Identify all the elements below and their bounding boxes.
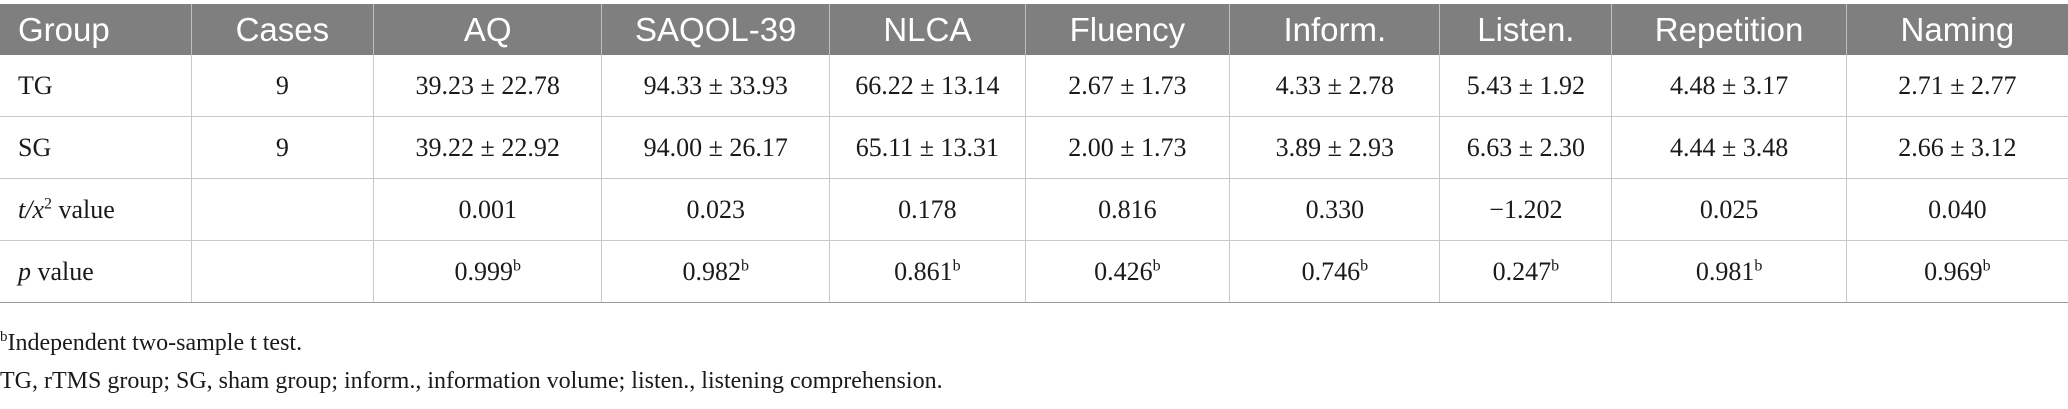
cell-nlca: 65.11 ± 13.31 <box>829 116 1025 179</box>
cell-naming: 2.66 ± 3.12 <box>1845 116 2068 179</box>
p-cell-fluency: 0.426b <box>1024 240 1230 303</box>
cell-nlca: 66.22 ± 13.14 <box>829 55 1025 117</box>
cell-inform: 3.89 ± 2.93 <box>1229 116 1440 179</box>
p-cell-saqol: 0.982b <box>601 240 830 303</box>
results-table: Group Cases AQ SAQOL-39 NLCA Fluency Inf… <box>0 4 2068 303</box>
header-cases: Cases <box>190 4 374 55</box>
abbreviations-note: TG, rTMS group; SG, sham group; inform.,… <box>0 368 943 394</box>
cell-listen: 6.63 ± 2.30 <box>1439 116 1612 179</box>
cell-group: SG <box>0 116 192 179</box>
t-cell-saqol: 0.023 <box>601 178 830 241</box>
p-cell-nlca: 0.861b <box>829 240 1025 303</box>
t-cell-inform: 0.330 <box>1229 178 1440 241</box>
header-group: Group <box>0 4 192 55</box>
header-naming: Naming <box>1845 4 2068 55</box>
table-row-p-value: p value 0.999b 0.982b 0.861b 0.426b 0.74… <box>0 240 2068 303</box>
header-row: Group Cases AQ SAQOL-39 NLCA Fluency Inf… <box>0 4 2068 55</box>
header-listen: Listen. <box>1439 4 1612 55</box>
cell-fluency: 2.67 ± 1.73 <box>1024 55 1230 117</box>
p-cell-inform: 0.746b <box>1229 240 1440 303</box>
p-cell-naming: 0.969b <box>1845 240 2068 303</box>
cell-empty <box>190 240 374 303</box>
header-saqol: SAQOL-39 <box>601 4 830 55</box>
p-value-label: p value <box>0 240 192 303</box>
cell-repetition: 4.44 ± 3.48 <box>1611 116 1847 179</box>
cell-aq: 39.23 ± 22.78 <box>373 55 602 117</box>
t-cell-listen: −1.202 <box>1439 178 1612 241</box>
cell-listen: 5.43 ± 1.92 <box>1439 55 1612 117</box>
cell-naming: 2.71 ± 2.77 <box>1845 55 2068 117</box>
header-nlca: NLCA <box>829 4 1025 55</box>
p-cell-aq: 0.999b <box>373 240 602 303</box>
cell-inform: 4.33 ± 2.78 <box>1229 55 1440 117</box>
cell-cases: 9 <box>190 55 374 117</box>
table-row-t-value: t/x2 value 0.001 0.023 0.178 0.816 0.330… <box>0 178 2068 241</box>
cell-group: TG <box>0 55 192 117</box>
cell-fluency: 2.00 ± 1.73 <box>1024 116 1230 179</box>
t-cell-fluency: 0.816 <box>1024 178 1230 241</box>
p-cell-listen: 0.247b <box>1439 240 1612 303</box>
cell-aq: 39.22 ± 22.92 <box>373 116 602 179</box>
cell-cases: 9 <box>190 116 374 179</box>
cell-repetition: 4.48 ± 3.17 <box>1611 55 1847 117</box>
header-repetition: Repetition <box>1611 4 1847 55</box>
footnote: bIndependent two-sample t test. <box>0 329 303 357</box>
header-fluency: Fluency <box>1024 4 1230 55</box>
p-cell-repetition: 0.981b <box>1611 240 1847 303</box>
header-aq: AQ <box>373 4 602 55</box>
t-cell-repetition: 0.025 <box>1611 178 1847 241</box>
table-row-tg: TG 9 39.23 ± 22.78 94.33 ± 33.93 66.22 ±… <box>0 55 2068 117</box>
t-cell-naming: 0.040 <box>1845 178 2068 241</box>
table-row-sg: SG 9 39.22 ± 22.92 94.00 ± 26.17 65.11 ±… <box>0 116 2068 179</box>
cell-saqol: 94.00 ± 26.17 <box>601 116 830 179</box>
t-cell-aq: 0.001 <box>373 178 602 241</box>
cell-saqol: 94.33 ± 33.93 <box>601 55 830 117</box>
t-cell-nlca: 0.178 <box>829 178 1025 241</box>
t-value-label: t/x2 value <box>0 178 192 241</box>
cell-empty <box>190 178 374 241</box>
header-inform: Inform. <box>1229 4 1440 55</box>
